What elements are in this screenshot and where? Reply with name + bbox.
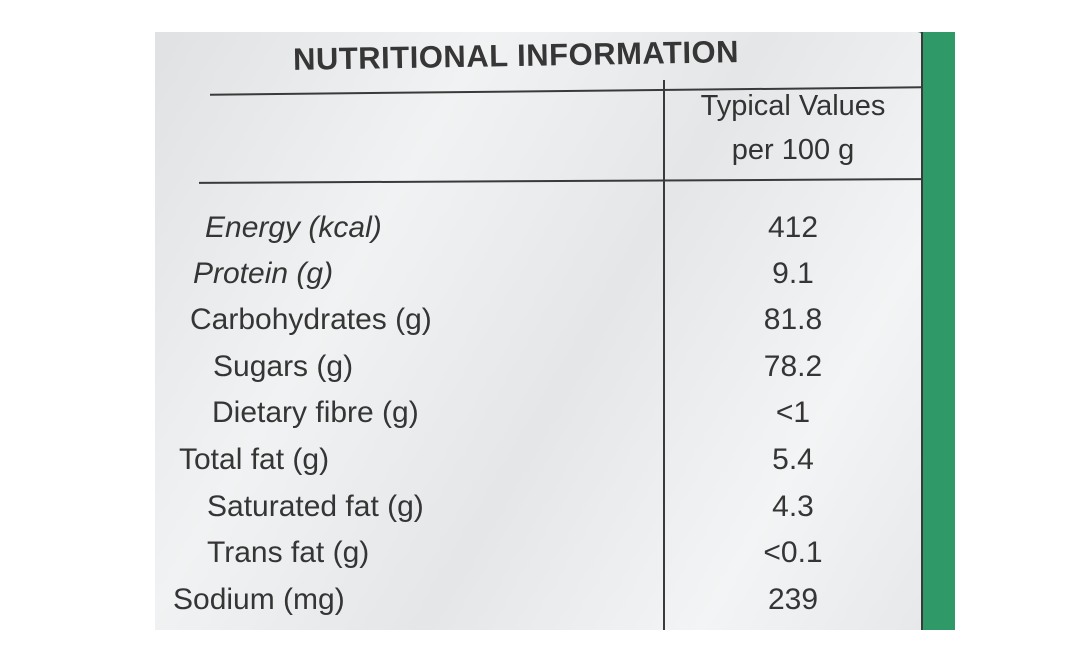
nutrition-label-photo: NUTRITIONAL INFORMATION Typical Values p… (155, 32, 955, 630)
nutrient-name: Energy (kcal) (205, 211, 382, 244)
table-row: Trans fat (g) <0.1 (155, 530, 923, 576)
nutrient-name: Total fat (g) (179, 443, 330, 476)
table-row: Sodium (mg) 239 (155, 577, 923, 623)
table-row: Sugars (g) 78.2 (155, 344, 923, 390)
table-row: Protein (g) 9.1 (155, 251, 923, 297)
nutrient-name: Trans fat (g) (207, 536, 370, 569)
nutrient-value: 412 (767, 211, 819, 244)
nutrition-label: NUTRITIONAL INFORMATION Typical Values p… (155, 32, 923, 630)
nutrient-value: <0.1 (763, 536, 823, 569)
nutrient-value: 5.4 (772, 443, 814, 476)
table-row: Carbohydrates (g) 81.8 (155, 297, 923, 343)
nutrient-value: 4.3 (772, 490, 814, 523)
column-divider (663, 80, 665, 630)
nutrient-name: Sugars (g) (213, 350, 354, 383)
table-row: Saturated fat (g) 4.3 (155, 484, 923, 530)
nutrient-value: 9.1 (772, 257, 814, 290)
column-header-line1: Typical Values (700, 90, 886, 122)
nutrient-value: 78.2 (763, 350, 823, 383)
column-header-line2: per 100 g (731, 134, 855, 166)
nutrient-value: 239 (767, 583, 819, 616)
label-title: NUTRITIONAL INFORMATION (292, 34, 740, 77)
column-header: Typical Values per 100 g (667, 84, 919, 172)
table-row: Dietary fibre (g) <1 (155, 390, 923, 436)
table-row: Total fat (g) 5.4 (155, 437, 923, 483)
nutrient-name: Sodium (mg) (173, 583, 345, 616)
nutrient-value: 81.8 (763, 303, 823, 336)
nutrient-name: Carbohydrates (g) (190, 303, 432, 336)
label-right-border (921, 32, 923, 630)
table-row: Energy (kcal) 412 (155, 205, 923, 251)
nutrient-name: Dietary fibre (g) (212, 396, 419, 429)
nutrient-name: Protein (g) (193, 257, 334, 290)
nutrient-name: Saturated fat (g) (207, 490, 424, 523)
header-divider (198, 178, 923, 184)
nutrient-value: <1 (775, 396, 811, 429)
